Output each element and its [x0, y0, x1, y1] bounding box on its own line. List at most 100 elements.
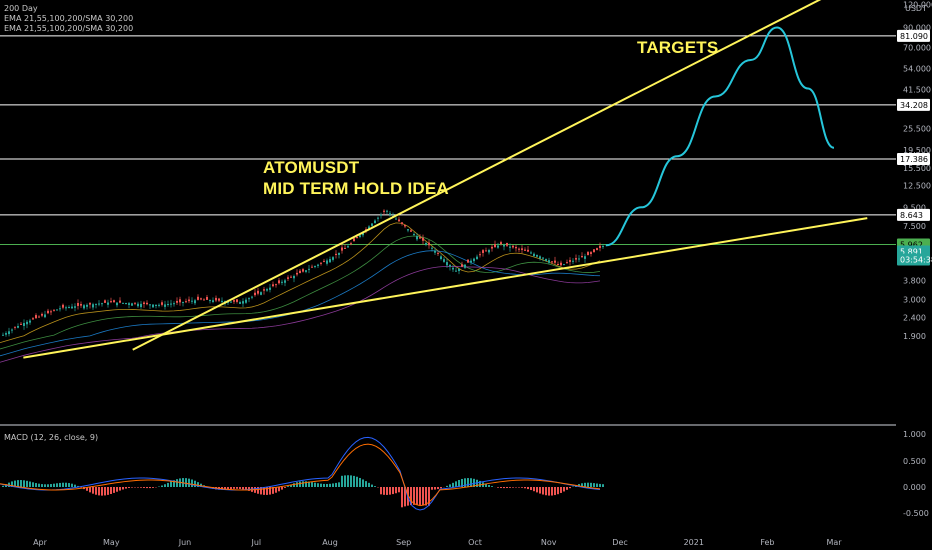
time-axis[interactable]: Apr May Jun Jul Aug Sep Oct Nov Dec 2021 Feb Mar: [33, 538, 842, 547]
macd-histogram-bar: [455, 481, 457, 487]
candle-body: [119, 300, 121, 303]
macd-tick-label: 0.000: [903, 483, 926, 492]
indicator-1[interactable]: 200 Day: [4, 4, 38, 13]
macd-histogram-bar: [536, 487, 538, 493]
candle-body: [503, 244, 505, 247]
candle-body: [494, 244, 496, 248]
trendline-0: [132, 0, 822, 351]
macd-histogram-bar: [413, 487, 415, 505]
macd-histogram-bar: [347, 475, 349, 487]
candle-body: [89, 303, 91, 305]
price-tick-label: 12.500: [903, 181, 931, 190]
candle-body: [8, 331, 10, 335]
macd-histogram-bar: [131, 487, 133, 488]
candle-body: [410, 230, 412, 232]
candle-body: [257, 290, 259, 294]
candle-body: [305, 270, 307, 272]
price-label-box: [897, 152, 930, 165]
macd-histogram-bar: [410, 487, 412, 506]
candle-body: [455, 270, 457, 272]
price-label-text: 5.962: [900, 241, 923, 250]
macd-histogram-bar: [566, 487, 568, 490]
macd-histogram-bar: [44, 484, 46, 487]
moving-averages: [0, 222, 601, 363]
macd-histogram-bar: [416, 487, 418, 505]
candle-body: [98, 303, 100, 305]
macd-histogram-bar: [173, 480, 175, 487]
candle-body: [359, 235, 361, 237]
macd-histogram-bar: [92, 487, 94, 494]
macd-histogram-bar: [35, 483, 37, 487]
macd-histogram-bar: [371, 484, 373, 487]
macd-histogram-bar: [125, 487, 127, 489]
candle-body: [272, 284, 274, 287]
price-label-box: [897, 98, 930, 111]
candle-body: [323, 260, 325, 262]
macd-histogram-bar: [335, 482, 337, 487]
candle-body: [2, 334, 4, 336]
price-tick-label: 1.900: [903, 332, 926, 341]
macd-histogram-bar: [365, 481, 367, 487]
indicator-2[interactable]: EMA 21,55,100,200/SMA 30,200: [4, 14, 134, 23]
indicator-3[interactable]: EMA 21,55,100,200/SMA 30,200: [4, 24, 134, 33]
macd-histogram-bar: [542, 487, 544, 495]
price-axis-bg[interactable]: [896, 0, 932, 550]
candle-body: [560, 262, 562, 266]
candle-body: [458, 268, 460, 272]
targets-annotation: TARGETS: [637, 38, 719, 57]
macd-histogram-bar: [527, 487, 529, 490]
candle-body: [188, 299, 190, 302]
macd-histogram-bar: [257, 487, 259, 494]
candle-body: [146, 302, 148, 305]
macd-histogram-bar: [110, 487, 112, 494]
macd-histogram-bar: [404, 487, 406, 507]
candle-body: [206, 296, 208, 300]
candle-body: [365, 229, 367, 231]
macd-histogram-bar: [56, 483, 58, 487]
candle-body: [353, 238, 355, 242]
macd-histogram-bar: [479, 480, 481, 487]
candle-body: [320, 262, 322, 264]
macd-axis: 1.000 0.500 0.000 -0.500: [903, 430, 929, 518]
macd-histogram-bar: [476, 479, 478, 487]
candle-body: [380, 214, 382, 216]
macd-histogram-bar: [89, 487, 91, 493]
price-tick-label: 54.000: [903, 64, 931, 73]
macd-histogram-bar: [464, 478, 466, 487]
candle-body: [251, 296, 253, 298]
candle-body: [476, 256, 478, 260]
candle-body: [440, 256, 442, 259]
candle-body: [347, 246, 349, 248]
macd-histogram-bar: [74, 484, 76, 487]
macd-histogram-bar: [596, 483, 598, 487]
candle-body: [341, 247, 343, 251]
macd-histogram-bar: [113, 487, 115, 493]
macd-histogram-bar: [602, 484, 604, 487]
macd-histogram-bar: [164, 484, 166, 487]
candle-body: [413, 233, 415, 235]
price-axis[interactable]: 150.000120.00090.00070.00054.00041.50025…: [903, 0, 932, 341]
macd-histogram-bar: [569, 487, 571, 489]
macd-histogram-bar: [506, 487, 508, 489]
macd-histogram-bar: [38, 483, 40, 487]
macd-histogram-bar: [500, 487, 502, 489]
macd-histogram-bar: [29, 481, 31, 487]
candle-body: [509, 246, 511, 248]
macd-histogram-bar: [539, 487, 541, 494]
macd-histogram-bar: [326, 483, 328, 487]
moving-average-0: [0, 222, 601, 344]
candle-body: [584, 256, 586, 259]
macd-legend[interactable]: MACD (12, 26, close, 9): [4, 433, 99, 442]
candle-body: [482, 250, 484, 253]
price-label-text: 8.643: [900, 211, 923, 220]
candlesticks: [2, 209, 604, 337]
candle-body: [389, 213, 391, 215]
candle-body: [554, 260, 556, 263]
macd-histogram-bar: [320, 483, 322, 487]
candle-body: [29, 320, 31, 323]
trendlines: [23, 0, 868, 359]
candle-body: [209, 300, 211, 302]
time-tick-label: May: [103, 538, 120, 547]
macd-histogram-bar: [239, 487, 241, 489]
